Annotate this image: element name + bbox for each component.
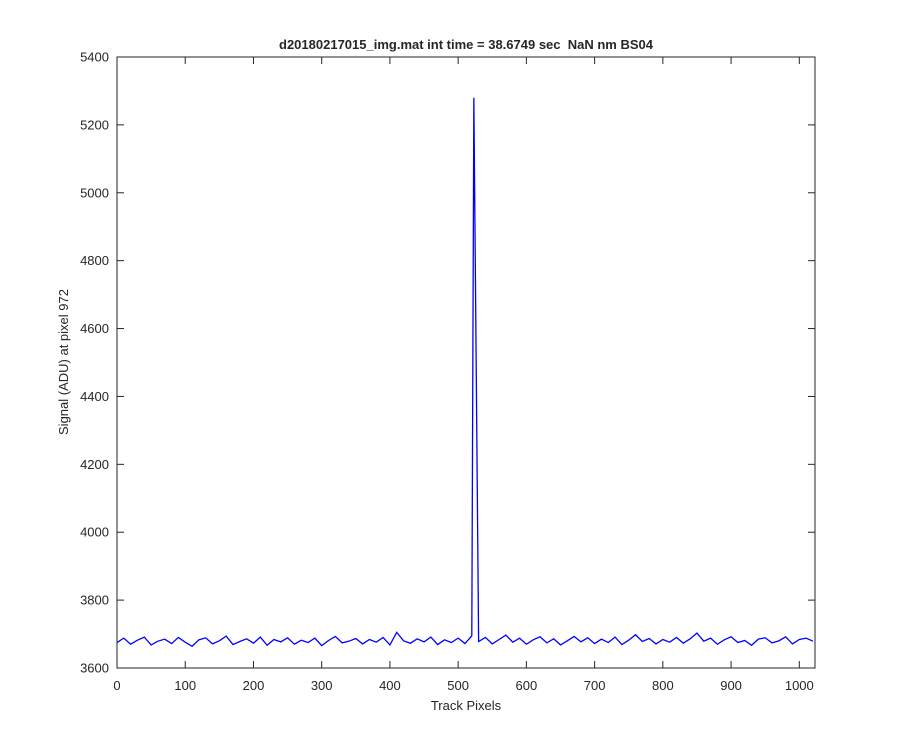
x-tick-label: 0: [113, 678, 120, 693]
y-tick-label: 3600: [80, 661, 109, 676]
y-tick-label: 4200: [80, 457, 109, 472]
x-tick-label: 200: [243, 678, 265, 693]
y-tick-label: 4000: [80, 525, 109, 540]
y-tick-label: 5000: [80, 185, 109, 200]
data-line: [116, 97, 814, 648]
chart-title: d20180217015_img.mat int time = 38.6749 …: [279, 37, 654, 52]
y-tick-label: 4800: [80, 253, 109, 268]
axes-box: [116, 56, 816, 669]
x-tick-label: 600: [516, 678, 538, 693]
x-axis-label: Track Pixels: [431, 698, 502, 713]
x-tick-label: 900: [720, 678, 742, 693]
y-tick-label: 4600: [80, 321, 109, 336]
x-tick-label: 700: [584, 678, 606, 693]
x-tick-label: 1000: [785, 678, 814, 693]
x-tick-label: 500: [447, 678, 469, 693]
y-tick-label: 5200: [80, 117, 109, 132]
y-tick-label: 5400: [80, 50, 109, 65]
x-tick-label: 800: [652, 678, 674, 693]
x-tick-label: 100: [174, 678, 196, 693]
x-tick-label: 400: [379, 678, 401, 693]
y-axis-label: Signal (ADU) at pixel 972: [56, 289, 71, 435]
y-tick-label: 3800: [80, 593, 109, 608]
y-tick-label: 4400: [80, 389, 109, 404]
x-tick-label: 300: [311, 678, 333, 693]
